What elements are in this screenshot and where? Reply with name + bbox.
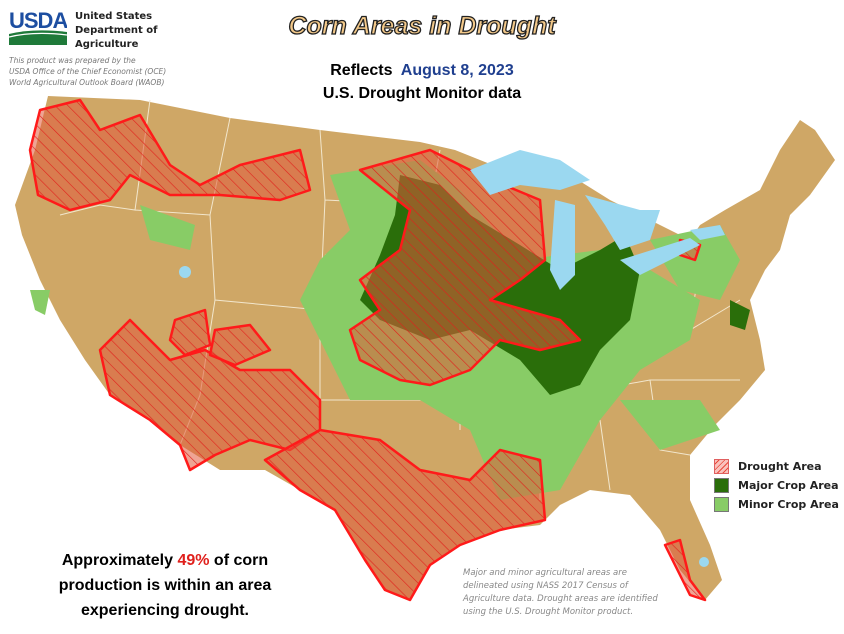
drought-swatch — [714, 459, 729, 474]
lake-michigan — [550, 200, 575, 290]
lake-erie — [620, 238, 700, 275]
date: August 8, 2023 — [400, 62, 514, 79]
agency-name: United States Department of Agriculture — [75, 10, 158, 52]
legend-minor: Minor Crop Area — [714, 495, 839, 514]
lake-superior — [470, 150, 590, 195]
major-swatch — [714, 478, 729, 493]
stat-line: production is within an area — [58, 577, 272, 594]
minor-swatch — [714, 497, 729, 512]
legend-major: Major Crop Area — [714, 476, 839, 495]
legend-drought: Drought Area — [714, 457, 839, 476]
usda-logo: USDA — [9, 8, 67, 45]
subtitle-date: Reflects August 8, 2023 — [0, 62, 844, 80]
stat-prefix: Approximately — [61, 552, 173, 569]
footnote: Major and minor agricultural areas are d… — [463, 568, 658, 617]
great-salt-lake — [179, 266, 191, 278]
prepared-note: This product was prepared by the USDA Of… — [9, 55, 166, 88]
drought-areas — [28, 98, 707, 602]
stat-suffix: of corn — [213, 552, 269, 569]
drought-statement: Approximately 49% of corn production is … — [30, 548, 300, 623]
note-line: World Agricultural Outlook Board (WAOB) — [9, 78, 165, 87]
lake-huron — [585, 195, 660, 250]
legend: Drought Area Major Crop Area Minor Crop … — [714, 457, 839, 514]
svg-text:USDA: USDA — [9, 8, 67, 33]
map-title: Corn Areas in Drought — [288, 11, 556, 40]
lake-okeechobee — [699, 557, 709, 567]
water-bodies — [179, 150, 725, 567]
drought-percent: 49% — [177, 552, 210, 569]
legend-label: Drought Area — [738, 460, 822, 473]
legend-label: Major Crop Area — [738, 479, 839, 492]
note-line: This product was prepared by the — [9, 56, 136, 65]
stat-line: experiencing drought. — [80, 602, 249, 619]
lake-ontario — [690, 225, 725, 240]
subtitle-source: U.S. Drought Monitor data — [322, 85, 522, 102]
agency-line: Agriculture — [75, 39, 139, 50]
agency-line: Department of — [75, 25, 158, 36]
reflects-label: Reflects — [330, 62, 393, 79]
note-line: USDA Office of the Chief Economist (OCE) — [9, 67, 167, 76]
agency-line: United States — [75, 11, 153, 22]
legend-label: Minor Crop Area — [738, 498, 839, 511]
